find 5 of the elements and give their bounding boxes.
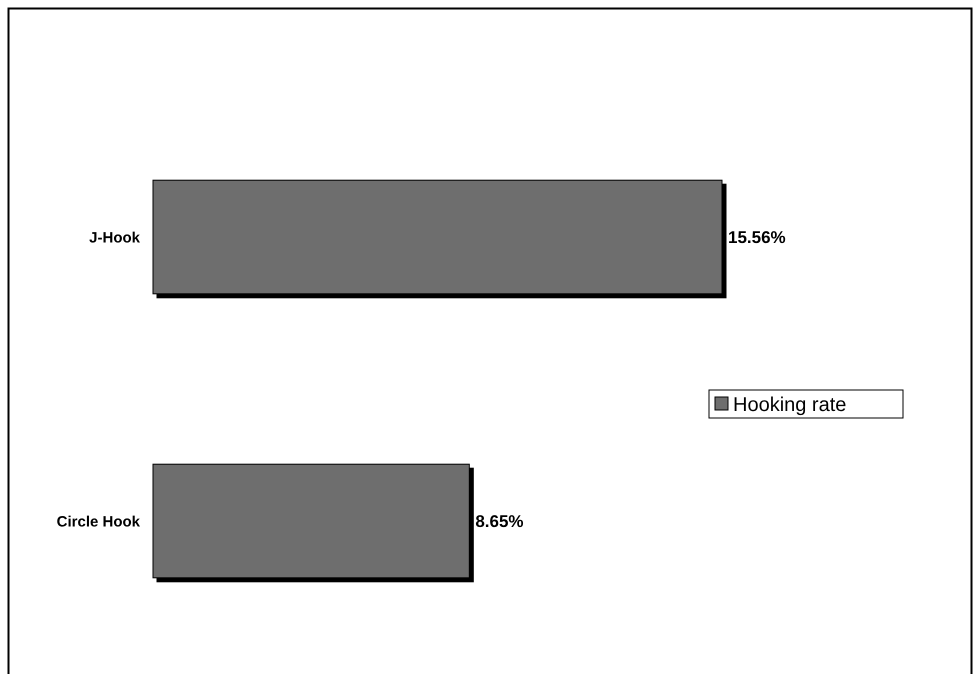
- y-tick-label: Circle Hook: [56, 513, 141, 530]
- y-tick-label: J-Hook: [89, 229, 141, 246]
- legend-label: Hooking rate: [733, 394, 846, 416]
- data-label: 15.56%: [728, 228, 786, 247]
- data-label: 8.65%: [475, 512, 524, 531]
